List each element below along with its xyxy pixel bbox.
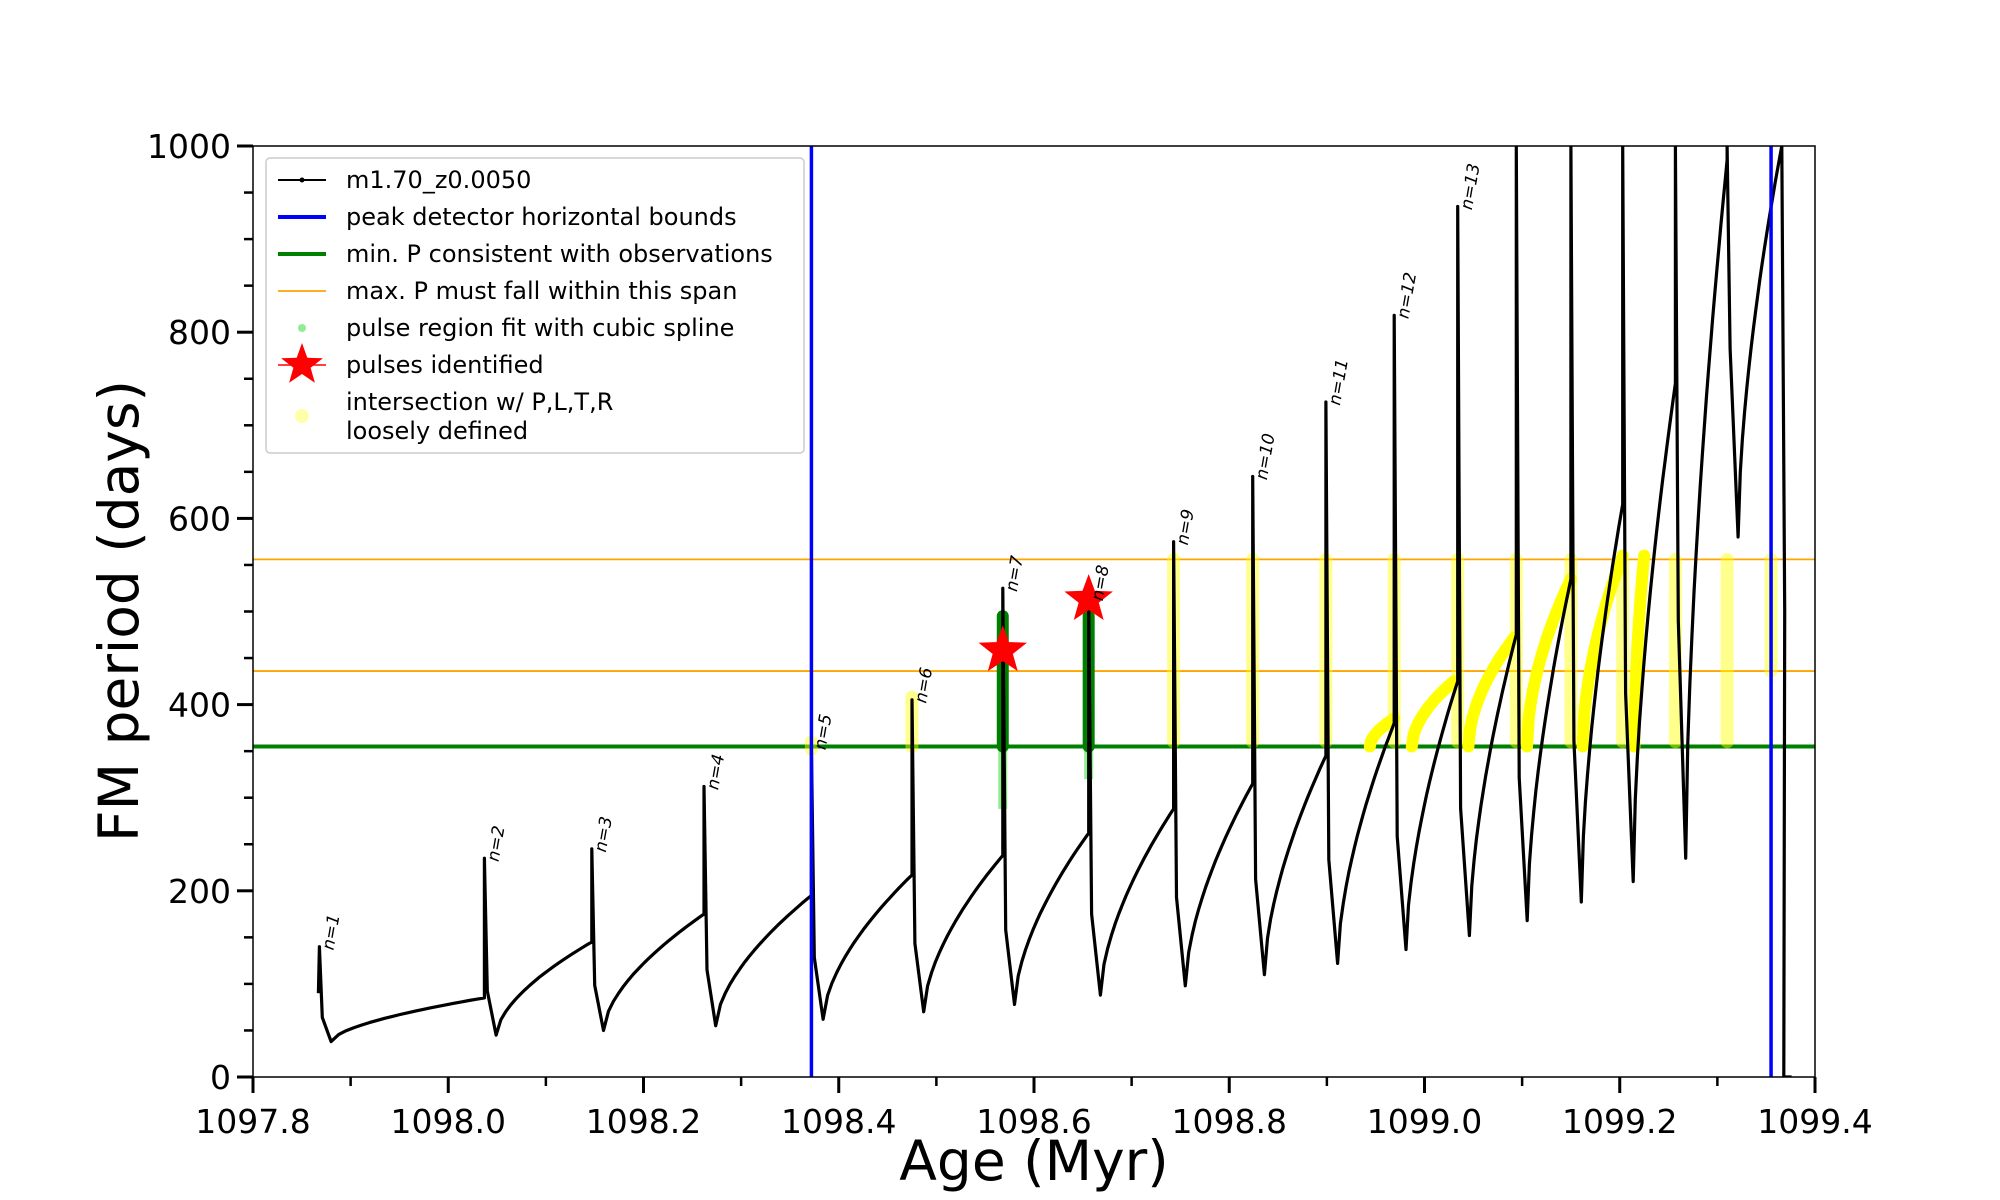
- y-tick-label-4: 600: [168, 499, 231, 538]
- pulse-label-9: n=9: [1173, 508, 1199, 547]
- loose-arc-3: [1462, 631, 1521, 753]
- legend-label-7-line2: loosely defined: [346, 417, 528, 445]
- axes-layer: 1097.8 1098.0 1098.2 1098.4 1098.6 1098.8 1099…: [147, 127, 1873, 1141]
- pulse-star-2: [1064, 573, 1113, 620]
- pulse-label-2: n=2: [484, 824, 510, 863]
- loose-arc-4: [1521, 572, 1577, 753]
- legend-label-4: max. P must fall within this span: [346, 277, 737, 305]
- y-axis-label: FM period (days): [87, 380, 151, 842]
- x-axis-label: Age (Myr): [899, 1129, 1168, 1193]
- x-tick-label-6: 1098.8: [1172, 1102, 1287, 1141]
- pulse-label-10: n=10: [1252, 432, 1280, 481]
- y-tick-label-5: 800: [168, 313, 231, 352]
- legend-label-2: peak detector horizontal bounds: [346, 203, 737, 231]
- y-tick-label-6: 1000: [147, 127, 231, 166]
- y-tick-label-1: 0: [210, 1058, 231, 1097]
- loose-arc-6: [1628, 549, 1651, 753]
- pulse-star-1: [978, 625, 1027, 672]
- x-tick-label-4: 1098.4: [781, 1102, 896, 1141]
- loose-arc-2: [1405, 675, 1460, 753]
- x-tick-label-3: 1098.2: [586, 1102, 701, 1141]
- pulse-label-12: n=12: [1393, 271, 1421, 320]
- x-tick-label-2: 1098.0: [391, 1102, 506, 1141]
- x-tick-label-7: 1099.0: [1367, 1102, 1482, 1141]
- data-group: [253, 146, 1815, 1077]
- x-tick-label-1: 1097.8: [195, 1102, 310, 1141]
- legend-handle-series-marker: [299, 177, 305, 183]
- legend-handle-star: [281, 343, 323, 383]
- pulse-label-11: n=11: [1325, 357, 1353, 406]
- legend-handle-dot-7: [295, 409, 309, 423]
- series-line: [316, 146, 1793, 1077]
- y-tick-label-2: 200: [168, 872, 231, 911]
- pulse-label-8: n=8: [1088, 563, 1114, 602]
- loose-arc-1: [1363, 712, 1401, 753]
- legend-label-3: min. P consistent with observations: [346, 240, 773, 268]
- legend-label-6: pulses identified: [346, 351, 544, 379]
- data-layer: n=1n=2 n=3n=4n=5n=6n=7 n=8n=9n=10n=11n=12n…: [253, 146, 1815, 1077]
- legend-label-7: intersection w/ P,L,T,R: [346, 388, 613, 416]
- pulse-label-1: n=1: [319, 913, 345, 952]
- legend-handle-dot-5: [298, 324, 306, 332]
- x-tick-label-5: 1098.6: [976, 1102, 1091, 1141]
- x-tick-label-8: 1099.2: [1562, 1102, 1677, 1141]
- legend-box: [265, 157, 805, 454]
- legend-label-5: pulse region fit with cubic spline: [346, 314, 734, 342]
- pulse-label-4: n=4: [703, 753, 729, 792]
- loose-arc-5: [1576, 549, 1629, 753]
- legend-label-1: m1.70_z0.0050: [346, 166, 531, 194]
- x-tick-label-9: 1099.4: [1757, 1102, 1872, 1141]
- pulse-label-3: n=3: [591, 815, 617, 854]
- y-tick-label-3: 400: [168, 686, 231, 725]
- pulse-label-13: n=13: [1457, 162, 1485, 211]
